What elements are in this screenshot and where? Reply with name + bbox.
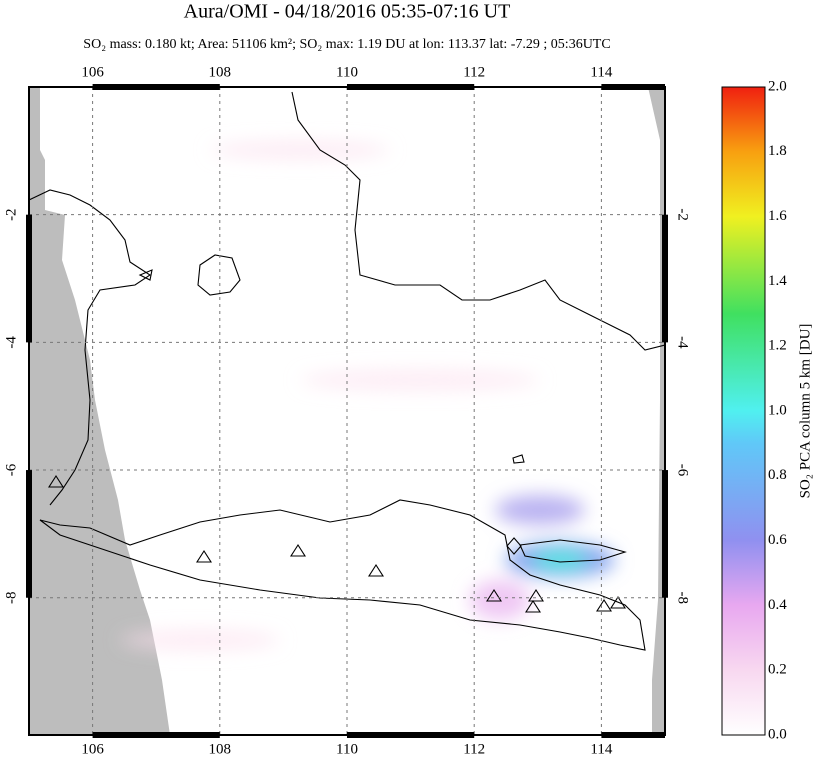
colorbar-tick-label: 1.6 [768, 208, 787, 224]
no-data-region [648, 87, 665, 735]
x-tick-label: 112 [463, 741, 485, 757]
title: Aura/OMI - 04/18/2016 05:35-07:16 UT [184, 1, 511, 23]
x-tick-label: 112 [463, 64, 485, 80]
x-tick-label: 110 [336, 741, 358, 757]
axis-bar [601, 732, 665, 738]
axis-bar [347, 84, 475, 90]
map-area [29, 87, 665, 735]
x-tick-label: 110 [336, 64, 358, 80]
y-tick-label: -2 [675, 208, 691, 221]
x-tick-label: 114 [590, 741, 612, 757]
coastline [197, 254, 241, 296]
y-tick-label: -2 [3, 208, 19, 221]
colorbar-tick-label: 1.0 [768, 402, 787, 418]
coastline [29, 189, 152, 506]
axis-bar [92, 84, 220, 90]
colorbar-tick-label: 0.8 [768, 467, 787, 483]
y-tick-label: -6 [675, 464, 691, 477]
colorbar-tick-label: 1.2 [768, 338, 787, 354]
colorbar-label: SO₂ PCA column 5 km [DU] [797, 324, 813, 499]
volcano-markers [47, 474, 627, 613]
y-tick-label: -4 [3, 336, 19, 349]
x-tick-label: 108 [209, 741, 232, 757]
so2-plume [120, 142, 615, 650]
no-data-region [29, 87, 170, 735]
coastline [291, 91, 665, 351]
axis-bar [26, 214, 32, 343]
y-tick-label: -4 [675, 336, 691, 349]
coastline [519, 539, 627, 563]
coastline [138, 269, 525, 464]
x-tick-label: 108 [209, 64, 232, 80]
colorbar-tick-label: 0.0 [768, 726, 787, 742]
x-tick-label: 114 [590, 64, 612, 80]
subtitle: SO₂ mass: 0.180 kt; Area: 51106 km²; SO₂… [83, 37, 610, 52]
axis-bar [662, 214, 668, 343]
colorbar-tick-label: 2.0 [768, 78, 787, 94]
y-tick-label: -8 [675, 591, 691, 604]
colorbar-tick-label: 0.6 [768, 532, 787, 548]
colorbar [721, 86, 766, 736]
x-tick-label: 106 [81, 741, 104, 757]
y-tick-label: -8 [3, 591, 19, 604]
colorbar-tick-label: 1.4 [768, 273, 787, 289]
y-tick-label: -6 [3, 463, 19, 476]
axis-bar [662, 470, 668, 598]
colorbar-tick-label: 1.8 [768, 143, 787, 159]
axis-bar [347, 732, 475, 738]
colorbar-tick-label: 0.2 [768, 662, 787, 678]
coastline [39, 499, 646, 651]
axis-bar [26, 470, 32, 598]
axis-bar [601, 84, 665, 90]
axis-bar [92, 732, 220, 738]
x-tick-label: 106 [81, 64, 104, 80]
colorbar-tick-label: 0.4 [768, 597, 787, 613]
